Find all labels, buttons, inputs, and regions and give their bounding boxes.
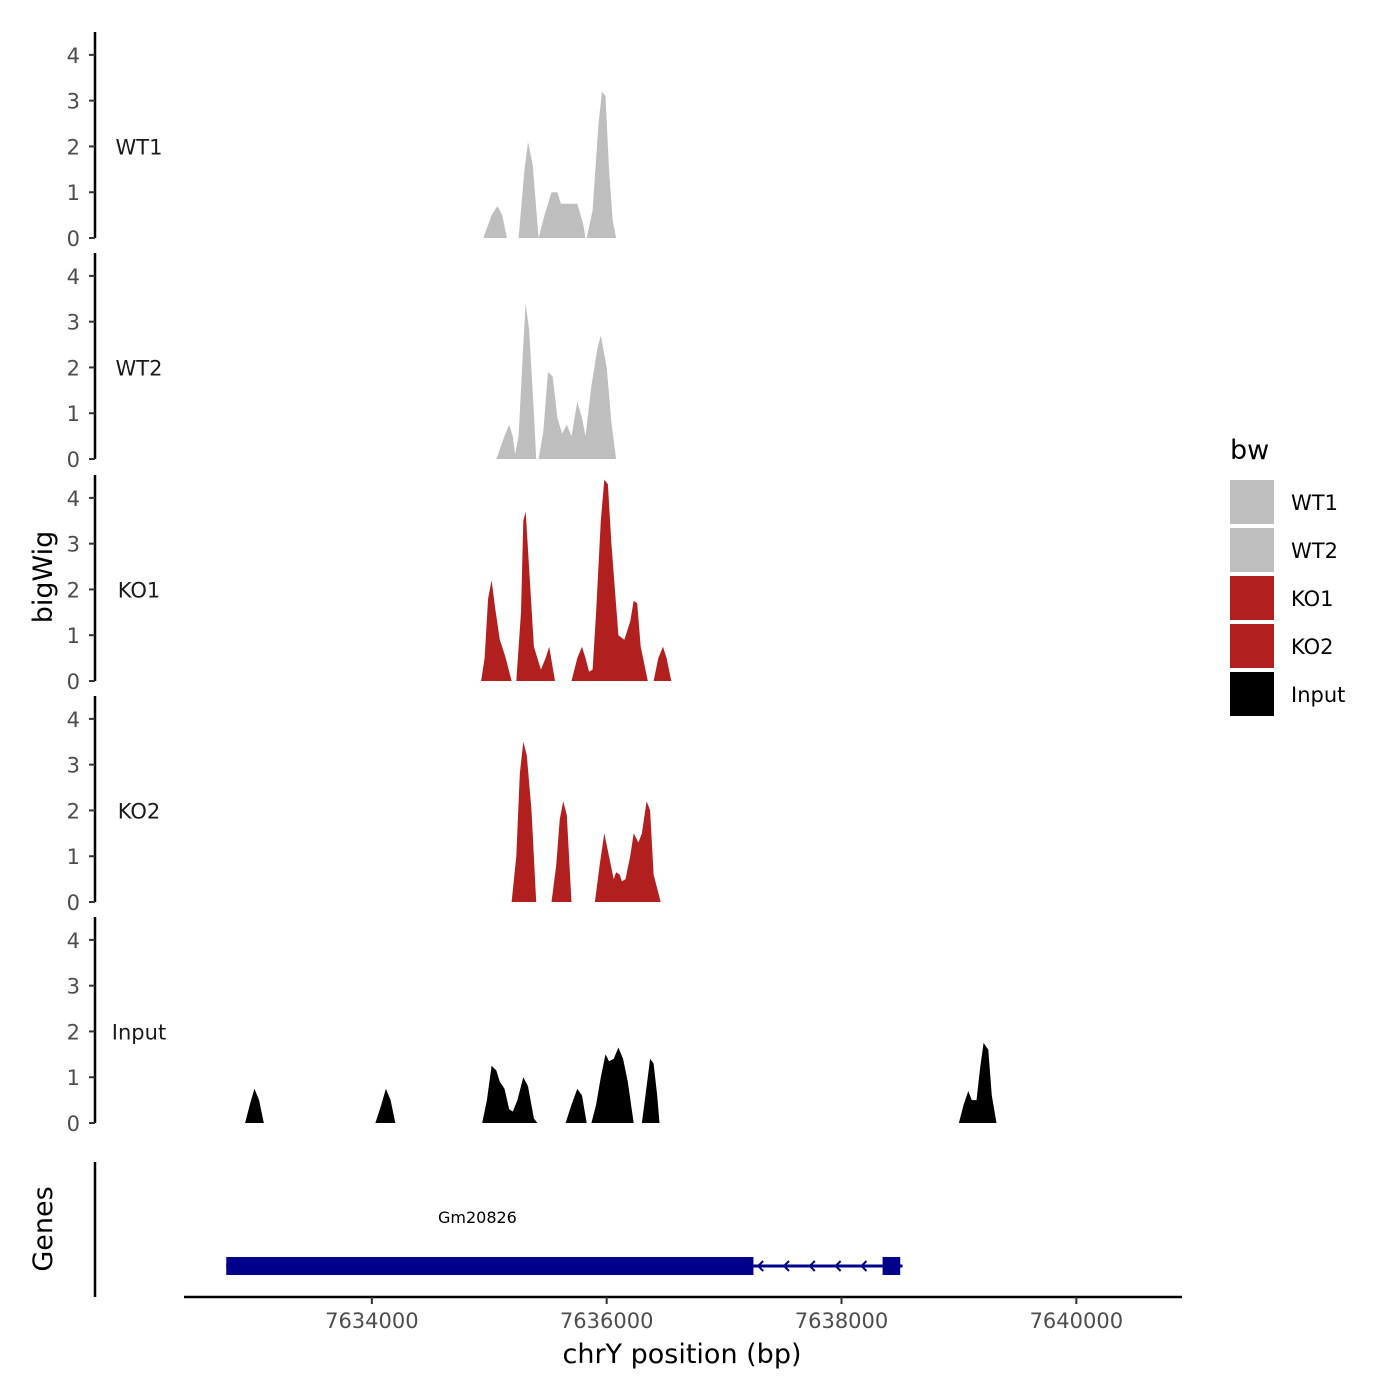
x-tick-label: 7634000 — [325, 1309, 419, 1333]
y-tick-label: 1 — [67, 845, 80, 869]
coverage-area-ko1-4 — [653, 646, 672, 681]
strand-arrow — [756, 1260, 764, 1272]
coverage-area-wt1-4 — [586, 91, 617, 238]
y-tick-label: 0 — [67, 670, 80, 694]
y-tick-label: 4 — [67, 265, 80, 289]
legend-label-wt1: WT1 — [1291, 491, 1338, 515]
y-tick-label: 2 — [67, 356, 80, 380]
y-tick-label: 4 — [67, 487, 80, 511]
legend: bw WT1 WT2 KO1 KO2 Input — [1230, 435, 1345, 716]
y-tick-label: 4 — [67, 708, 80, 732]
strand-arrow — [860, 1260, 868, 1272]
coverage-panels: 0 1 2 3 4 WT1 0 1 2 3 4 WT2 0 1 2 3 4 KO1 0 1 2 3 4 KO2 0 1 2 3 4 Inp… — [67, 32, 997, 1136]
coverage-area-wt1-3 — [538, 192, 586, 238]
strand-arrow — [808, 1260, 816, 1272]
track-label-ko1: KO1 — [118, 578, 161, 602]
panel-ko2: 0 1 2 3 4 KO2 — [67, 696, 661, 915]
y-tick-label: 2 — [67, 135, 80, 159]
legend-swatch-wt1 — [1230, 480, 1274, 524]
y-tick-label: 1 — [67, 1066, 80, 1090]
panel-input: 0 1 2 3 4 Input — [67, 917, 997, 1136]
coverage-area-input-6 — [641, 1058, 660, 1123]
track-label-wt1: WT1 — [116, 135, 163, 159]
legend-label-ko2: KO2 — [1291, 635, 1334, 659]
panel-wt1: 0 1 2 3 4 WT1 — [67, 32, 617, 251]
track-label-input: Input — [112, 1020, 166, 1044]
coverage-area-input-4 — [565, 1088, 587, 1123]
strand-arrow — [885, 1260, 894, 1272]
legend-label-ko1: KO1 — [1291, 587, 1334, 611]
coverage-area-wt2-1 — [496, 303, 537, 459]
panel-ko1: 0 1 2 3 4 KO1 — [67, 475, 672, 694]
y-tick-label: 4 — [67, 929, 80, 953]
panel-wt2: 0 1 2 3 4 WT2 — [67, 253, 617, 472]
x-tick-label: 7638000 — [795, 1309, 889, 1333]
legend-title: bw — [1230, 435, 1269, 466]
y-tick-label: 0 — [67, 448, 80, 472]
gene-exon-block — [226, 1257, 754, 1275]
y-tick-label: 2 — [67, 1020, 80, 1044]
y-tick-label: 1 — [67, 402, 80, 426]
y-tick-label: 1 — [67, 624, 80, 648]
legend-swatch-wt2 — [1230, 528, 1274, 572]
y-tick-label: 2 — [67, 578, 80, 602]
coverage-area-ko2-1 — [511, 741, 537, 902]
track-label-wt2: WT2 — [116, 356, 163, 380]
y-tick-label: 0 — [67, 227, 80, 251]
coverage-area-input-5 — [591, 1047, 634, 1123]
legend-swatch-ko2 — [1230, 624, 1274, 668]
genes-axis-title: Genes — [28, 1186, 59, 1271]
y-tick-label: 0 — [67, 891, 80, 915]
y-axis-title: bigWig — [28, 531, 59, 624]
coverage-area-input-2 — [375, 1088, 396, 1123]
y-tick-label: 3 — [67, 533, 80, 557]
x-tick-label: 7640000 — [1030, 1309, 1124, 1333]
x-tick-label: 7636000 — [560, 1309, 654, 1333]
coverage-area-ko1-2 — [516, 511, 555, 681]
legend-label-wt2: WT2 — [1291, 539, 1338, 563]
y-tick-label: 0 — [67, 1112, 80, 1136]
strand-arrow — [782, 1260, 790, 1272]
coverage-area-ko2-3 — [594, 801, 661, 902]
y-tick-label: 3 — [67, 975, 80, 999]
legend-swatch-ko1 — [1230, 576, 1274, 620]
coverage-area-wt1-2 — [518, 141, 539, 238]
x-axis-title: chrY position (bp) — [562, 1339, 801, 1370]
y-tick-label: 3 — [67, 311, 80, 335]
y-tick-label: 1 — [67, 181, 80, 205]
coverage-area-input-1 — [245, 1088, 264, 1123]
y-tick-label: 2 — [67, 799, 80, 823]
coverage-area-wt1-1 — [483, 206, 507, 238]
coverage-area-input-7 — [958, 1042, 997, 1123]
y-tick-label: 3 — [67, 90, 80, 114]
x-axis: 7634000 7636000 7638000 7640000 — [184, 1295, 1182, 1333]
strand-arrow — [834, 1260, 842, 1272]
legend-swatch-input — [1230, 672, 1274, 716]
coverage-area-wt2-2 — [538, 335, 617, 459]
coverage-area-ko1-3 — [571, 479, 648, 681]
gene-gm20826: Gm20826 — [226, 1208, 903, 1275]
legend-label-input: Input — [1291, 683, 1345, 707]
track-label-ko2: KO2 — [118, 799, 161, 823]
genes-panel: Gm20826 — [93, 1162, 903, 1297]
y-tick-label: 3 — [67, 754, 80, 778]
coverage-area-ko2-2 — [551, 801, 572, 902]
gene-small-exon-1 — [882, 1257, 901, 1275]
y-tick-label: 4 — [67, 44, 80, 68]
coverage-area-input-3 — [482, 1065, 538, 1123]
gene-label: Gm20826 — [438, 1208, 517, 1227]
coverage-area-ko1-1 — [481, 580, 512, 681]
